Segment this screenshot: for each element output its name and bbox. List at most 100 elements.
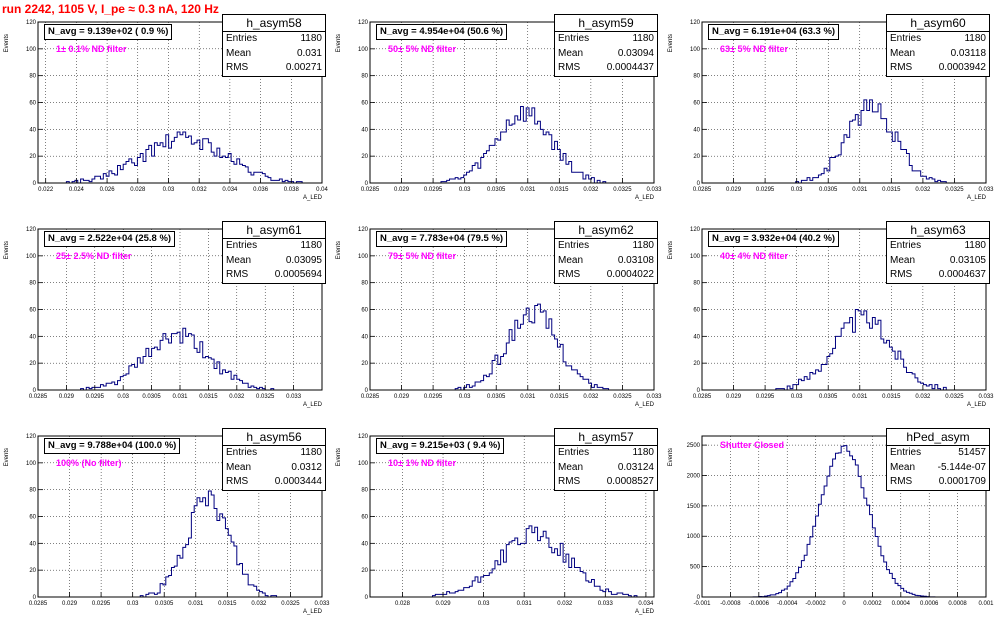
histogram-plot: 0.022 0.024 0.026 0.028 0.03 0.032 0.034 0.036 0…: [4, 20, 328, 201]
histogram-line: [370, 106, 654, 184]
filter-label: 50± 5% ND filter: [388, 44, 456, 54]
x-tick-label: 0.022: [38, 187, 54, 193]
x-tick-label: 0.0305: [819, 187, 838, 193]
navg-label: N_avg = 9.788e+04 (100.0 %): [44, 438, 181, 454]
stats-value: 0.0003942: [938, 62, 986, 73]
y-tick-label: 60: [693, 308, 700, 314]
stats-row-mean: Mean 0.03124: [555, 461, 657, 476]
histogram-plot: -0.001 -0.0008 -0.0006 -0.0004 -0.0002 0 0.000…: [668, 435, 994, 607]
y-tick-label: 0: [365, 595, 369, 601]
y-tick-label: 80: [29, 281, 36, 287]
x-tick-label: 0.032: [229, 394, 245, 400]
x-axis-label: A_LED: [635, 402, 655, 408]
x-tick-label: 0.033: [978, 187, 994, 193]
filter-label: 25± 2.5% ND filter: [56, 251, 132, 261]
x-axis-label: A_LED: [635, 195, 655, 201]
x-axis-label: A_LED: [967, 402, 987, 408]
histogram-name: h_asym58: [223, 15, 325, 32]
y-tick-label: 0: [33, 181, 37, 187]
x-axis-label: A_LED: [303, 609, 323, 615]
stats-row-entries: Entries 1180: [223, 32, 325, 47]
x-tick-label: 0.0315: [199, 394, 218, 400]
y-tick-label: 120: [690, 20, 701, 26]
stats-value: 0.0004437: [606, 62, 654, 73]
stats-label: Entries: [890, 33, 922, 44]
stats-box: h_asym63 Entries 1180 Mean 0.03105 RMS 0.00046…: [886, 221, 990, 284]
filter-label: 79± 5% ND filter: [388, 251, 456, 261]
x-tick-label: 0.029: [726, 394, 742, 400]
stats-label: Entries: [890, 447, 922, 458]
x-tick-label: 0.028: [130, 187, 146, 193]
y-tick-label: 80: [29, 488, 36, 494]
x-tick-label: 0.03: [791, 187, 803, 193]
histogram-name: h_asym56: [223, 429, 325, 446]
histogram-line: [370, 525, 654, 598]
histogram-line: [702, 99, 986, 184]
x-tick-label: 0.033: [314, 601, 330, 607]
x-tick-label: 0.0002: [863, 601, 882, 607]
x-tick-label: 0.0295: [424, 187, 443, 193]
y-tick-label: 100: [358, 254, 369, 260]
y-tick-label: 100: [26, 47, 37, 53]
y-tick-label: 80: [361, 74, 368, 80]
x-tick-label: 0.032: [583, 187, 599, 193]
stats-label: RMS: [226, 476, 249, 487]
navg-label: N_avg = 7.783e+04 (79.5 %): [376, 231, 508, 247]
y-tick-label: 1500: [687, 504, 701, 510]
stats-value: 0.03094: [617, 47, 654, 59]
stats-box: h_asym62 Entries 1180 Mean 0.03108 RMS 0.00040…: [554, 221, 658, 284]
histogram-panel-h_asym60: 0.0285 0.029 0.0295 0.03 0.0305 0.031 0.0315 0.…: [664, 4, 996, 211]
stats-value: 0.0008527: [606, 476, 654, 487]
filter-label: Shutter Closed: [720, 440, 785, 450]
stats-value: 0.03108: [617, 254, 654, 266]
y-tick-label: 60: [361, 101, 368, 107]
stats-row-mean: Mean 0.03118: [887, 47, 989, 62]
stats-row-entries: Entries 1180: [887, 32, 989, 47]
y-tick-label: 60: [693, 101, 700, 107]
x-tick-label: 0.03: [163, 187, 175, 193]
y-tick-label: 100: [690, 254, 701, 260]
stats-label: RMS: [558, 476, 581, 487]
x-axis-label: A_LED: [967, 195, 987, 201]
y-tick-label: 60: [29, 101, 36, 107]
stats-label: Entries: [890, 240, 922, 251]
histogram-panel-h_asym56: 0.0285 0.029 0.0295 0.03 0.0305 0.031 0.0315 0.…: [0, 418, 332, 625]
stats-value: 1180: [300, 447, 322, 458]
stats-row-entries: Entries 1180: [555, 446, 657, 461]
navg-label: N_avg = 4.954e+04 (50.6 %): [376, 24, 508, 40]
histogram-name: h_asym57: [555, 429, 657, 446]
x-tick-label: 0.033: [646, 394, 662, 400]
y-tick-label: 40: [29, 334, 36, 340]
histogram-line: [702, 309, 986, 391]
stats-label: RMS: [558, 269, 581, 280]
histogram-name: hPed_asym: [887, 429, 989, 446]
stats-row-mean: Mean 0.0312: [223, 461, 325, 476]
x-tick-label: 0.0285: [29, 394, 48, 400]
y-tick-label: 500: [690, 565, 701, 571]
x-tick-label: 0.028: [395, 601, 411, 607]
histogram-panel-h_asym61: 0.0285 0.029 0.0295 0.03 0.0305 0.031 0.0315 0.…: [0, 211, 332, 418]
y-tick-label: 60: [29, 308, 36, 314]
y-tick-label: 120: [26, 434, 37, 440]
stats-row-rms: RMS 0.0003444: [223, 475, 325, 490]
stats-label: RMS: [226, 62, 249, 73]
y-tick-label: 80: [693, 281, 700, 287]
y-tick-label: 60: [361, 308, 368, 314]
y-axis-label: Events: [668, 34, 674, 52]
y-axis-label: Events: [336, 34, 342, 52]
y-tick-label: 0: [365, 388, 369, 394]
filter-label: 63± 5% ND filter: [720, 44, 788, 54]
histogram-name: h_asym59: [555, 15, 657, 32]
x-tick-label: -0.0008: [720, 601, 741, 607]
y-tick-label: 40: [29, 541, 36, 547]
stats-box: h_asym56 Entries 1180 Mean 0.0312 RMS 0.000344…: [222, 428, 326, 491]
stats-label: Mean: [890, 254, 916, 266]
x-tick-label: 0.031: [520, 187, 536, 193]
y-tick-label: 120: [358, 434, 369, 440]
stats-label: Mean: [558, 47, 584, 59]
x-tick-label: -0.001: [693, 601, 711, 607]
x-tick-label: 0.03: [791, 394, 803, 400]
stats-box: h_asym61 Entries 1180 Mean 0.03095 RMS 0.00056…: [222, 221, 326, 284]
x-tick-label: 0.03: [459, 394, 471, 400]
histogram-line: [702, 445, 986, 598]
